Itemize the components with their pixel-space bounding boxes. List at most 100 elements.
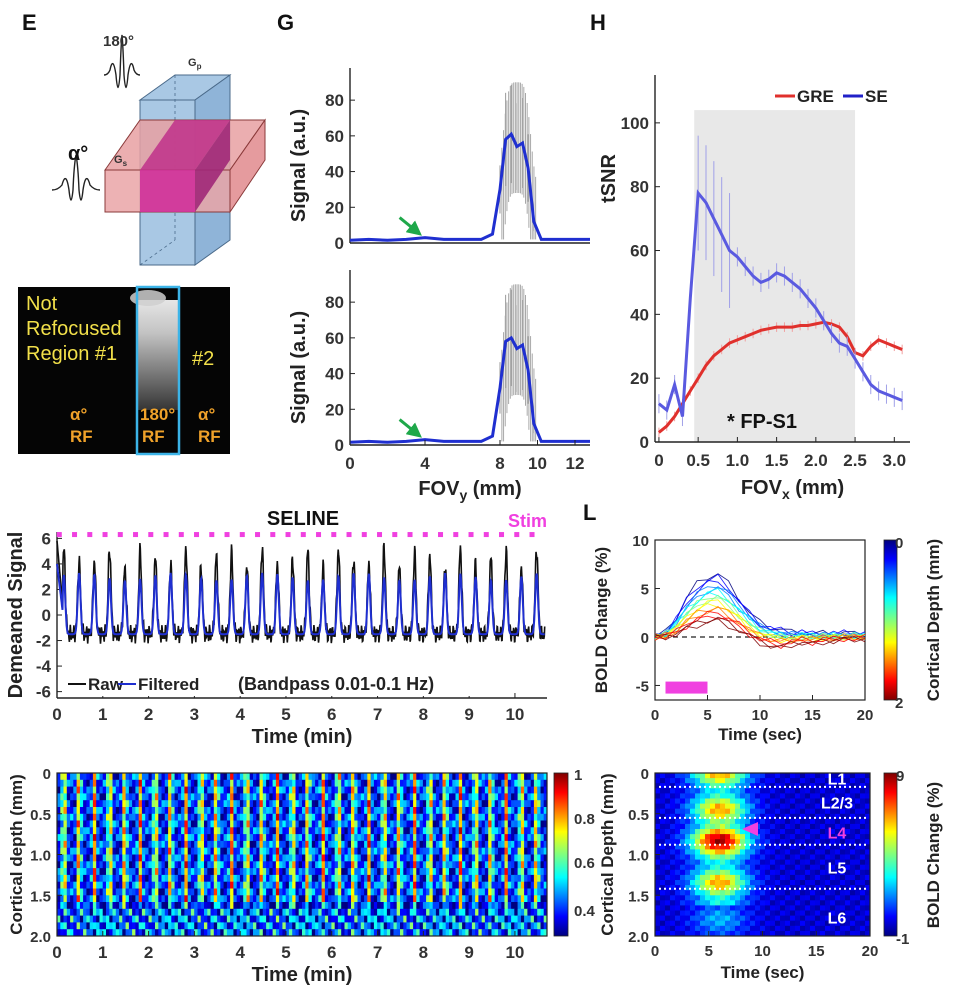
heat2-cell <box>750 874 756 881</box>
heat2-cell <box>735 803 741 810</box>
heat2-cell <box>820 788 826 794</box>
heat1-cell <box>403 888 407 896</box>
heat1-cell <box>272 807 277 815</box>
heat2-cell <box>725 869 731 876</box>
k-xtick-label: 9 <box>464 705 473 724</box>
heat2-cell <box>840 808 846 815</box>
heat1-cell <box>217 908 221 916</box>
heat1-cell <box>106 827 110 835</box>
heat2-cell <box>805 880 811 886</box>
heat1-cell <box>57 915 61 923</box>
heat1-cell <box>282 929 287 937</box>
heat1-cell <box>292 888 296 896</box>
heat1-cell <box>543 908 548 916</box>
heat1-cell <box>190 915 195 923</box>
heat1-cell <box>449 888 453 896</box>
heat1-cell <box>92 779 97 787</box>
heat2-cell <box>765 813 771 820</box>
heat1-cell <box>213 779 218 787</box>
heat1-cell <box>213 874 218 883</box>
heat1-cell <box>530 793 535 801</box>
heat2-cell <box>665 788 671 794</box>
heat2-cell <box>730 788 736 794</box>
heat2-cell <box>675 793 681 799</box>
heat1-cell <box>311 786 316 794</box>
heat1-cell <box>390 854 394 862</box>
heat1-cell <box>174 922 179 930</box>
heat1-cell <box>351 908 355 916</box>
l-colorbar-tick-top: 0 <box>895 535 903 552</box>
heat1-cell <box>344 874 349 883</box>
heat1-cell <box>239 793 244 801</box>
heat1-cell <box>226 874 231 883</box>
heat1-cell <box>125 847 130 855</box>
heat1-cell <box>138 827 143 835</box>
heat1-cell <box>406 834 411 842</box>
heat1-cell <box>471 800 476 808</box>
heat1-cell <box>200 779 205 787</box>
heat1-cell <box>233 786 238 794</box>
heat2-cell <box>785 829 791 835</box>
heat2-cell <box>700 803 706 810</box>
heat1-cell <box>132 895 136 903</box>
heat1-cell <box>318 888 322 896</box>
heat1-cell <box>295 813 300 821</box>
heat1-cell <box>530 868 535 876</box>
heat1-cell <box>321 915 326 923</box>
heat1-cell <box>455 793 460 801</box>
heat2-cell <box>840 783 846 789</box>
heat1-cell <box>249 834 254 842</box>
rf-alpha-label: α° <box>68 143 88 165</box>
heat1-cell <box>445 779 450 787</box>
heat1-cell <box>253 854 257 862</box>
heat1-cell <box>308 874 313 883</box>
heat1-cell <box>400 840 404 849</box>
heat1-cell <box>318 868 322 876</box>
heat1-cell <box>386 922 391 930</box>
heat1-cell <box>132 847 136 855</box>
heat1-cell <box>213 834 218 842</box>
heat1-cell <box>380 854 385 862</box>
heat2-cell <box>815 839 821 845</box>
heat1-cell <box>465 847 469 855</box>
heat1-cell <box>504 895 509 903</box>
heat1-cell <box>125 868 130 876</box>
heat2-cell <box>755 818 761 825</box>
heat2-cell <box>760 885 766 891</box>
heat2-cell <box>805 829 811 835</box>
heat2-cell <box>790 808 796 815</box>
heat2-cell <box>775 869 781 876</box>
heat1-cell <box>243 820 247 828</box>
heat1-cell <box>177 881 182 889</box>
heat1-cell <box>275 874 280 883</box>
heat1-cell <box>125 807 130 815</box>
heat1-cell <box>207 813 211 821</box>
heat1-cell <box>243 807 247 815</box>
heat1-cell <box>328 881 332 889</box>
heat1-cell <box>226 868 231 876</box>
heat1-cell <box>533 854 538 862</box>
heat1-cell <box>520 915 525 923</box>
heat1-cell <box>292 827 296 835</box>
heat2-cell <box>710 880 716 886</box>
heat1-cell <box>148 929 153 937</box>
heat1-cell <box>543 895 548 903</box>
heat1-cell <box>455 854 460 862</box>
heat2-cell <box>790 844 796 850</box>
heat2-cell <box>835 880 841 886</box>
heat1-cell <box>533 874 538 883</box>
heat1-cell <box>275 779 280 787</box>
heat1-cell <box>292 834 296 842</box>
heat2-cell <box>690 844 696 850</box>
k-ytick-label: -6 <box>36 683 51 702</box>
heat1-cell <box>514 793 518 801</box>
heat1-cell <box>409 800 414 808</box>
heat1-cell <box>351 773 355 781</box>
heat1-cell <box>161 902 166 910</box>
heat1-cell <box>220 881 224 889</box>
heat1-cell <box>455 929 460 937</box>
heat1-cell <box>272 827 277 835</box>
heat1-cell <box>478 874 483 883</box>
heat1-cell <box>364 786 368 794</box>
heat1-cell <box>70 881 74 889</box>
